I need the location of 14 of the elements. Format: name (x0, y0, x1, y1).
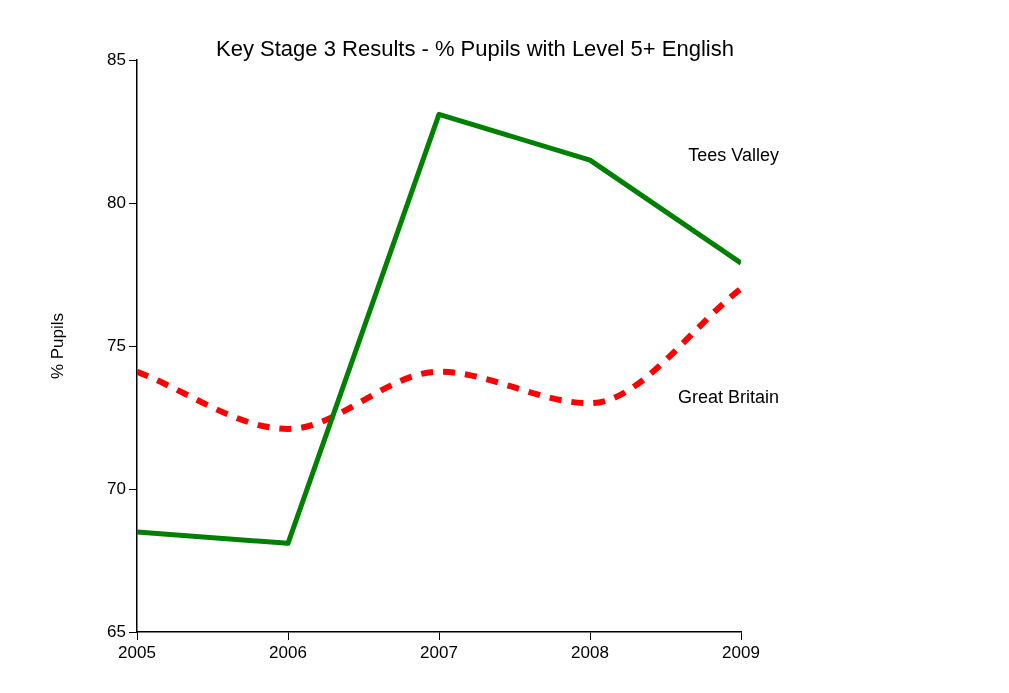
text: Tees Valley (688, 145, 779, 166)
y-tick-label: 85 (107, 49, 126, 69)
x-tick-label: 2006 (269, 642, 307, 662)
y-tick-label: 80 (107, 192, 126, 212)
x-tick-label: 2007 (420, 642, 458, 662)
y-tick-label: 65 (107, 621, 126, 641)
x-tick-label: 2008 (571, 642, 609, 662)
y-axis-title: % Pupils (47, 312, 67, 380)
y-tick-label: 75 (107, 335, 126, 355)
y-tick-label: 70 (107, 478, 126, 498)
x-tick-label: 2005 (118, 642, 156, 662)
chart-title: Key Stage 3 Results - % Pupils with Level 5+ English (216, 36, 734, 61)
x-tick-label: 2009 (722, 642, 760, 662)
series-label: Great Britain (677, 386, 779, 407)
